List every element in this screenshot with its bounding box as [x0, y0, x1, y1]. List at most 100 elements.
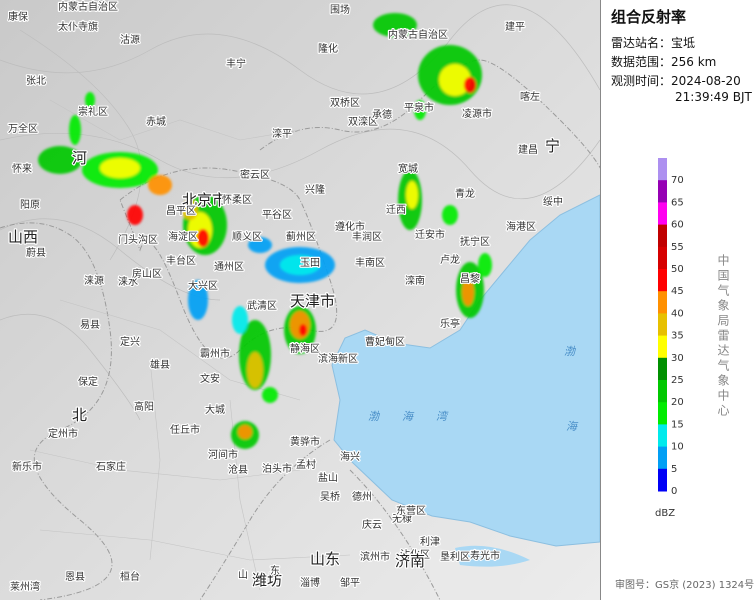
place-label: 顺义区	[232, 231, 262, 243]
echo	[299, 324, 307, 336]
legend-swatch	[658, 291, 667, 314]
place-label: 沽源	[120, 33, 140, 46]
place-label: 抚宁区	[460, 235, 490, 248]
place-label: 围场	[330, 3, 350, 16]
place-label: 喀左	[520, 90, 540, 103]
sea-label: 海	[402, 410, 415, 423]
place-label: 北	[72, 406, 87, 424]
place-label: 门头沟区	[118, 233, 158, 246]
place-label: 曹妃甸区	[365, 335, 405, 348]
place-label: 孟村	[296, 458, 316, 471]
product-title: 组合反射率	[611, 8, 687, 26]
place-label: 天津市	[290, 292, 335, 310]
place-label: 东	[270, 564, 280, 577]
place-label: 任丘市	[170, 423, 200, 436]
place-label: 霸州市	[200, 347, 230, 360]
echo	[464, 77, 476, 93]
radar-map: 康保内蒙古自治区太仆寺旗沽源围场隆化丰宁内蒙古自治区建平张北崇礼区赤城滦平双桥区…	[0, 0, 600, 600]
place-label: 丰台区	[166, 254, 196, 267]
approval-number: 审图号：GS京 (2023) 1324号	[615, 580, 755, 591]
place-label: 蓟州区	[286, 230, 316, 243]
time-row: 观测时间：2024-08-20	[611, 72, 741, 89]
echo	[127, 205, 143, 225]
place-label: 沧县	[228, 463, 248, 476]
legend-tick-label: 10	[671, 442, 684, 453]
place-label: 建昌	[518, 143, 538, 156]
place-label: 滨州市	[360, 550, 390, 563]
place-label: 高阳	[134, 400, 154, 413]
place-label: 大兴区	[188, 279, 218, 292]
legend-tick-label: 20	[671, 397, 684, 408]
place-label: 静海区	[290, 342, 320, 355]
legend-tick-label: 55	[671, 242, 684, 253]
place-label: 凌源市	[462, 107, 492, 120]
range-row: 数据范围：256 km	[611, 53, 716, 70]
station-row: 雷达站名：宝坻	[611, 34, 695, 51]
place-label: 桓台	[120, 570, 140, 583]
place-label: 沾化区	[400, 548, 430, 561]
place-label: 雄县	[150, 358, 170, 371]
place-label: 邹平	[340, 576, 360, 589]
time-label: 观测时间：	[611, 74, 672, 88]
place-label: 怀来	[12, 163, 32, 175]
station-label: 雷达站名：	[611, 36, 672, 50]
place-label: 丰宁	[226, 57, 246, 70]
range-label: 数据范围：	[611, 55, 672, 69]
place-label: 乐亭	[440, 317, 460, 330]
place-label: 淄博	[300, 576, 320, 589]
info-panel: 组合反射率 雷达站名：宝坻 数据范围：256 km 观测时间：2024-08-2…	[600, 0, 756, 600]
echo	[262, 387, 278, 403]
place-label: 河间市	[208, 448, 238, 461]
legend-tick-label: 40	[671, 308, 684, 319]
place-label: 易县	[80, 319, 100, 331]
echo	[197, 229, 209, 247]
legend-swatch	[658, 202, 667, 226]
legend-tick-label: 25	[671, 375, 684, 386]
place-label: 青龙	[455, 187, 475, 200]
legend-swatch	[658, 158, 667, 181]
place-label: 双桥区	[330, 97, 360, 109]
legend-swatch	[658, 269, 667, 292]
place-labels: 康保内蒙古自治区太仆寺旗沽源围场隆化丰宁内蒙古自治区建平张北崇礼区赤城滦平双桥区…	[7, 0, 579, 594]
range: 256 km	[671, 55, 717, 69]
place-label: 阳原	[20, 199, 40, 211]
echo	[248, 237, 272, 253]
place-label: 隆化	[318, 42, 338, 55]
echo	[100, 158, 140, 178]
place-label: 康保	[8, 10, 28, 23]
echo	[85, 92, 95, 108]
place-label: 赤城	[146, 116, 166, 128]
legend-tick-label: 45	[671, 286, 684, 297]
place-label: 德州	[352, 490, 372, 503]
place-label: 大城	[205, 403, 225, 416]
place-label: 山东	[310, 550, 340, 568]
echo	[442, 205, 458, 225]
legend-swatch	[658, 402, 667, 425]
place-label: 双滦区	[348, 115, 378, 128]
place-label: 昌平区	[166, 205, 196, 217]
place-label: 滨海新区	[318, 352, 358, 365]
place-label: 定兴	[120, 335, 140, 348]
place-label: 垦利区	[440, 551, 470, 563]
place-label: 太仆寺旗	[58, 20, 98, 33]
place-label: 房山区	[132, 267, 162, 280]
legend-tick-label: 0	[671, 486, 677, 497]
place-label: 建平	[505, 20, 525, 33]
place-label: 河	[72, 149, 87, 167]
legend-swatch	[658, 446, 667, 470]
place-label: 新乐市	[12, 460, 42, 473]
place-label: 黄骅市	[290, 435, 320, 448]
place-label: 万全区	[8, 122, 38, 135]
place-label: 济南	[395, 552, 425, 570]
place-label: 绥中	[543, 195, 563, 208]
place-label: 文安	[200, 372, 220, 385]
credit: 中国气象局雷达气象中心	[716, 254, 730, 419]
place-label: 寿光市	[470, 549, 500, 562]
place-label: 卢龙	[440, 253, 460, 266]
place-label: 吴桥	[320, 491, 340, 503]
place-label: 内蒙古自治区	[58, 0, 118, 13]
echo	[439, 64, 471, 96]
echo	[232, 306, 248, 334]
